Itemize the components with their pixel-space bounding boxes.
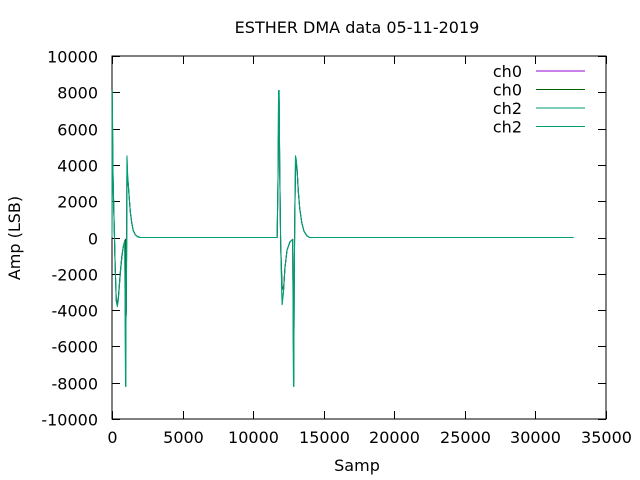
y-tick-label: 6000: [57, 121, 98, 140]
x-tick-label: 30000: [510, 428, 561, 447]
y-tick-label: 8000: [57, 84, 98, 103]
y-tick-label: 10000: [47, 48, 98, 67]
series-line-ch0: [111, 99, 574, 380]
axes: -10000 -8000 -6000 -4000 -2000 0 2000 4000 6000 8…: [41, 48, 632, 448]
y-tick-label: 0: [88, 230, 98, 249]
y-tick-label: -2000: [52, 266, 99, 285]
x-tick-label: 25000: [440, 428, 491, 447]
x-tick-label: 35000: [581, 428, 632, 447]
x-tick-label: 20000: [369, 428, 420, 447]
y-tick-label: -6000: [52, 338, 99, 357]
series-line-ch2: [111, 89, 574, 387]
x-tick-label: 15000: [299, 428, 350, 447]
series-layer: [111, 89, 574, 387]
y-tick-label: -10000: [41, 411, 98, 430]
series-line-ch0: [111, 97, 574, 382]
legend-label: ch0: [493, 81, 522, 100]
chart-title: ESTHER DMA data 05-11-2019: [235, 18, 480, 37]
x-tick-label: 10000: [228, 428, 279, 447]
legend-label: ch0: [493, 62, 522, 81]
y-tick-label: 2000: [57, 193, 98, 212]
x-tick-label: 5000: [163, 428, 204, 447]
legend-label: ch2: [493, 99, 522, 118]
x-tick-label: 0: [107, 428, 117, 447]
y-tick-label: -4000: [52, 302, 99, 321]
y-tick-label: -8000: [52, 375, 99, 394]
x-axis-label: Samp: [334, 456, 380, 475]
legend-label: ch2: [493, 118, 522, 137]
y-axis-label: Amp (LSB): [5, 196, 24, 280]
y-tick-label: 4000: [57, 157, 98, 176]
